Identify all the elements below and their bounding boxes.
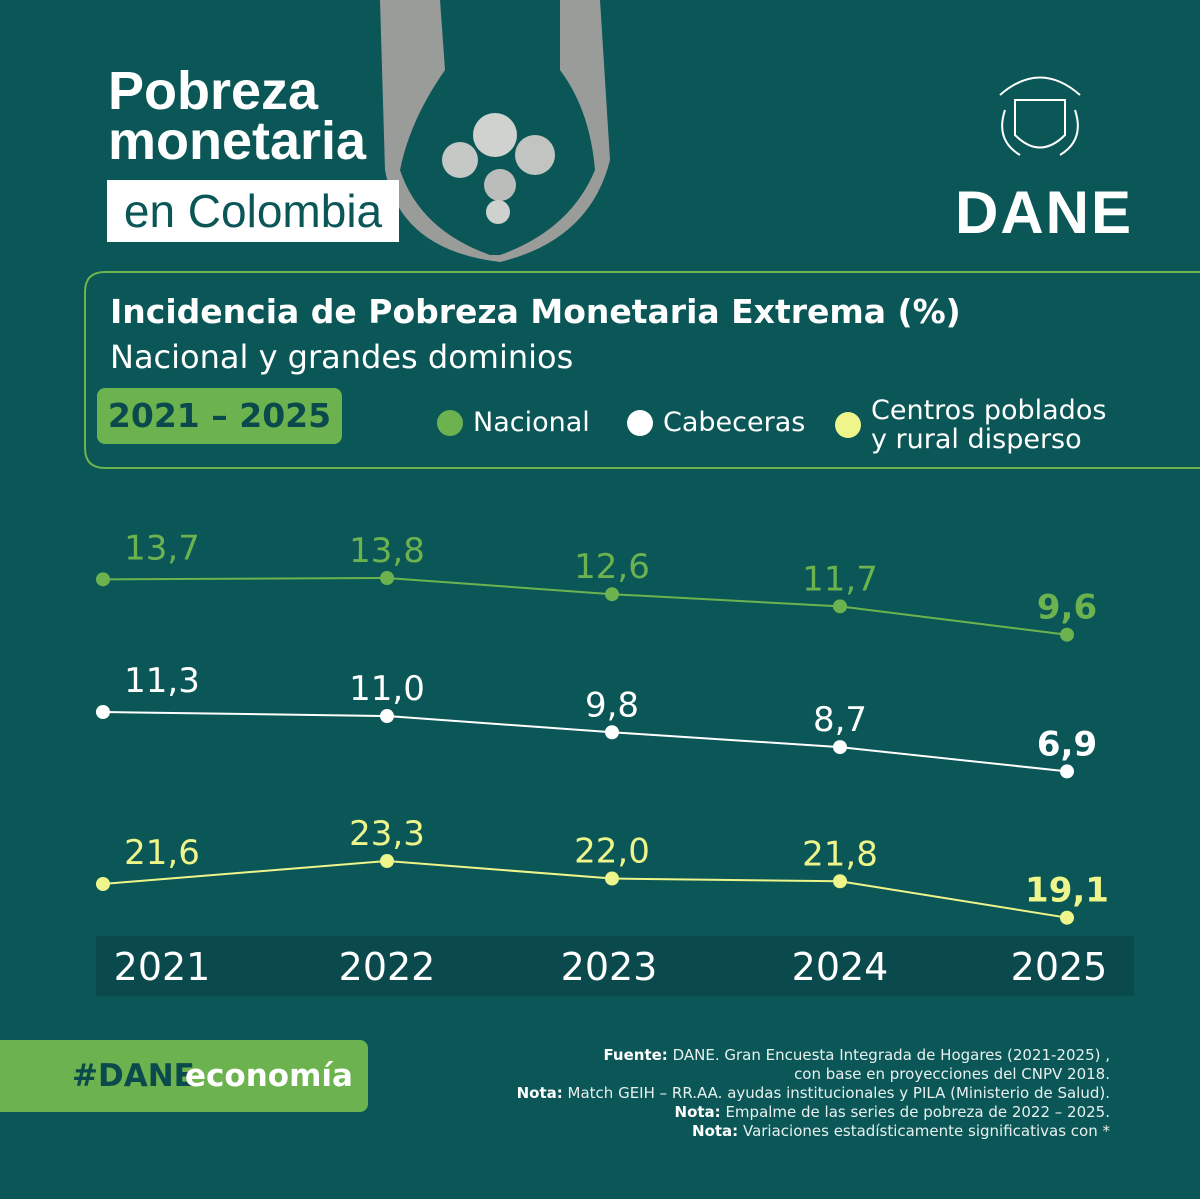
note-line: con base en proyecciones del CNPV 2018.	[517, 1065, 1110, 1084]
note-text: Match GEIH – RR.AA. ayudas institucional…	[567, 1084, 1110, 1102]
data-label: 23,3	[349, 814, 425, 854]
note-label: Fuente:	[603, 1046, 668, 1064]
data-label: 11,3	[124, 661, 200, 701]
data-label: 11,0	[349, 669, 425, 709]
legend-swatch	[835, 412, 861, 438]
data-point	[1060, 627, 1074, 642]
note-text: Empalme de las series de pobreza de 2022…	[725, 1103, 1110, 1121]
data-point	[605, 587, 619, 602]
data-label: 6,9	[1037, 724, 1097, 764]
data-point	[833, 740, 847, 755]
note-line: Nota: Empalme de las series de pobreza d…	[517, 1103, 1110, 1122]
data-label: 12,6	[574, 547, 650, 587]
logo: DANE	[955, 179, 1134, 246]
note-line: Nota: Match GEIH – RR.AA. ayudas institu…	[517, 1084, 1110, 1103]
header-frame	[84, 271, 1200, 469]
note-label: Nota:	[692, 1122, 739, 1140]
data-label: 8,7	[813, 700, 867, 740]
data-label: 13,7	[124, 528, 200, 568]
legend-label: Cabeceras	[663, 407, 806, 438]
data-point	[96, 876, 110, 891]
data-label: 11,7	[802, 559, 878, 599]
data-point	[380, 854, 394, 868]
legend-label: Nacional	[473, 407, 590, 438]
data-point	[1060, 764, 1074, 779]
note-text: con base en proyecciones del CNPV 2018.	[794, 1065, 1110, 1083]
x-tick-label: 2024	[792, 945, 889, 989]
legend-item: Nacional	[437, 407, 590, 438]
data-label: 9,8	[585, 685, 639, 725]
x-tick-label: 2025	[1011, 945, 1108, 989]
data-label: 22,0	[574, 832, 650, 872]
coat-of-arms	[999, 76, 1081, 156]
hashtag-bold: #DANE	[72, 1058, 195, 1094]
data-label: 21,6	[124, 833, 200, 873]
x-tick-label: 2023	[561, 945, 658, 989]
data-label: 13,8	[349, 531, 425, 571]
data-label: 9,6	[1037, 588, 1097, 628]
title-line: monetaria	[108, 111, 367, 171]
data-point	[833, 599, 847, 614]
chart-subtitle: Nacional y grandes dominios	[110, 338, 574, 376]
hands-illustration	[380, 0, 610, 262]
data-point	[96, 705, 110, 719]
data-point	[605, 871, 619, 886]
legend-item: Centros poblados y rural disperso	[835, 396, 1111, 454]
data-point	[833, 874, 847, 889]
legend-swatch	[437, 409, 463, 436]
x-tick-label: 2021	[114, 945, 211, 989]
data-point	[96, 572, 110, 587]
title-line: Pobreza	[108, 61, 319, 121]
note-line: Fuente: DANE. Gran Encuesta Integrada de…	[517, 1046, 1110, 1065]
data-point	[380, 571, 394, 585]
data-point	[605, 725, 619, 740]
legend-swatch	[627, 409, 653, 436]
data-point	[380, 709, 394, 724]
legend-label: Centros poblados y rural disperso	[871, 395, 1107, 455]
note-label: Nota:	[674, 1103, 721, 1121]
data-label: 21,8	[802, 834, 878, 874]
hashtag: #DANE economía	[0, 1040, 368, 1112]
data-label: 19,1	[1025, 871, 1109, 911]
legend-item: Cabeceras	[627, 407, 805, 438]
note-text: Variaciones estadísticamente significati…	[742, 1122, 1110, 1140]
notes: Fuente: DANE. Gran Encuesta Integrada de…	[517, 1046, 1110, 1141]
note-text: DANE. Gran Encuesta Integrada de Hogares…	[672, 1046, 1110, 1064]
note-line: Nota: Variaciones estadísticamente signi…	[517, 1122, 1110, 1141]
title-highlight: en Colombia	[107, 180, 399, 242]
chart-title: Incidencia de Pobreza Monetaria Extrema …	[110, 292, 961, 331]
x-tick-label: 2022	[339, 945, 436, 989]
hashtag-rest: economía	[185, 1058, 353, 1094]
note-label: Nota:	[516, 1084, 563, 1102]
data-point	[1060, 910, 1074, 925]
period-badge: 2021 – 2025	[97, 388, 342, 444]
year-band	[96, 936, 1134, 996]
